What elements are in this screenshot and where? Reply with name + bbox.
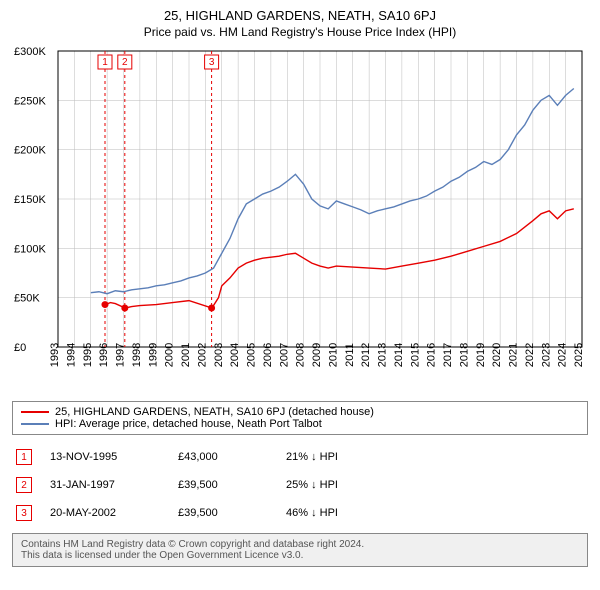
event-date: 20-MAY-2002 [50, 507, 160, 519]
chart-title: 25, HIGHLAND GARDENS, NEATH, SA10 6PJ [12, 8, 588, 23]
legend-item: HPI: Average price, detached house, Neat… [21, 418, 579, 430]
y-axis-label: £100K [14, 243, 46, 255]
event-price: £39,500 [178, 479, 268, 491]
chart-area: £0 £50K £100K £150K £200K £250K £300K 1993 1994 1… [12, 45, 588, 395]
x-axis-label: 2021 [508, 343, 520, 367]
legend-swatch [21, 423, 49, 425]
x-axis-label: 2025 [573, 343, 585, 367]
x-axis-label: 1998 [131, 343, 143, 367]
x-axis-label: 2014 [393, 343, 405, 367]
event-diff: 46% ↓ HPI [286, 507, 376, 519]
y-axis-label: £50K [14, 293, 40, 305]
event-diff: 21% ↓ HPI [286, 451, 376, 463]
x-axis-label: 2010 [327, 343, 339, 367]
x-axis-label: 1996 [98, 343, 110, 367]
x-axis-label: 2004 [229, 343, 241, 367]
x-axis-label: 2020 [491, 343, 503, 367]
event-date: 31-JAN-1997 [50, 479, 160, 491]
y-axis-label: £150K [14, 194, 46, 206]
event-marker-number: 2 [122, 57, 128, 68]
event-price: £39,500 [178, 507, 268, 519]
event-marker-icon: 1 [16, 449, 32, 465]
x-axis-label: 2018 [458, 343, 470, 367]
footer-line-1: Contains HM Land Registry data © Crown c… [21, 539, 579, 550]
event-date: 13-NOV-1995 [50, 451, 160, 463]
x-axis-label: 2019 [475, 343, 487, 367]
line-chart: £0 £50K £100K £150K £200K £250K £300K 1993 1994 1… [12, 45, 588, 395]
event-diff: 25% ↓ HPI [286, 479, 376, 491]
x-axis-label: 1994 [65, 343, 77, 367]
event-marker-dot [101, 301, 108, 308]
x-axis-label: 2015 [409, 343, 421, 367]
x-axis-label: 2001 [180, 343, 192, 367]
x-axis-label: 1995 [82, 343, 94, 367]
y-axis-label: £250K [14, 95, 46, 107]
x-axis-label: 2016 [426, 343, 438, 367]
event-marker-icon: 3 [16, 505, 32, 521]
x-axis-label: 2024 [557, 343, 569, 367]
event-price: £43,000 [178, 451, 268, 463]
x-axis-label: 2013 [377, 343, 389, 367]
event-row: 1 13-NOV-1995 £43,000 21% ↓ HPI [12, 443, 588, 471]
x-axis-label: 2009 [311, 343, 323, 367]
y-axis-label: £300K [14, 46, 46, 58]
y-axis-label: £0 [14, 342, 26, 354]
chart-container: 25, HIGHLAND GARDENS, NEATH, SA10 6PJ Pr… [0, 0, 600, 590]
x-axis-label: 1999 [147, 343, 159, 367]
x-axis-label: 2005 [246, 343, 258, 367]
footer-line-2: This data is licensed under the Open Gov… [21, 550, 579, 561]
x-axis-label: 2017 [442, 343, 454, 367]
event-row: 3 20-MAY-2002 £39,500 46% ↓ HPI [12, 499, 588, 527]
x-axis-label: 2007 [278, 343, 290, 367]
footer-attribution: Contains HM Land Registry data © Crown c… [12, 533, 588, 567]
event-row: 2 31-JAN-1997 £39,500 25% ↓ HPI [12, 471, 588, 499]
x-axis-label: 2008 [295, 343, 307, 367]
x-axis-label: 2000 [164, 343, 176, 367]
x-axis-label: 2012 [360, 343, 372, 367]
legend: 25, HIGHLAND GARDENS, NEATH, SA10 6PJ (d… [12, 401, 588, 435]
x-axis-label: 2006 [262, 343, 274, 367]
x-axis-label: 2002 [196, 343, 208, 367]
legend-label: HPI: Average price, detached house, Neat… [55, 418, 322, 430]
legend-label: 25, HIGHLAND GARDENS, NEATH, SA10 6PJ (d… [55, 406, 374, 418]
event-marker-number: 1 [102, 57, 108, 68]
x-axis-label: 2003 [213, 343, 225, 367]
chart-subtitle: Price paid vs. HM Land Registry's House … [12, 25, 588, 39]
event-marker-icon: 2 [16, 477, 32, 493]
legend-swatch [21, 411, 49, 413]
x-axis-label: 1993 [49, 343, 61, 367]
x-axis-label: 2023 [540, 343, 552, 367]
event-list: 1 13-NOV-1995 £43,000 21% ↓ HPI2 31-JAN-… [12, 443, 588, 527]
x-axis-label: 2022 [524, 343, 536, 367]
legend-item: 25, HIGHLAND GARDENS, NEATH, SA10 6PJ (d… [21, 406, 579, 418]
y-axis-label: £200K [14, 145, 46, 157]
event-marker-number: 3 [209, 57, 215, 68]
